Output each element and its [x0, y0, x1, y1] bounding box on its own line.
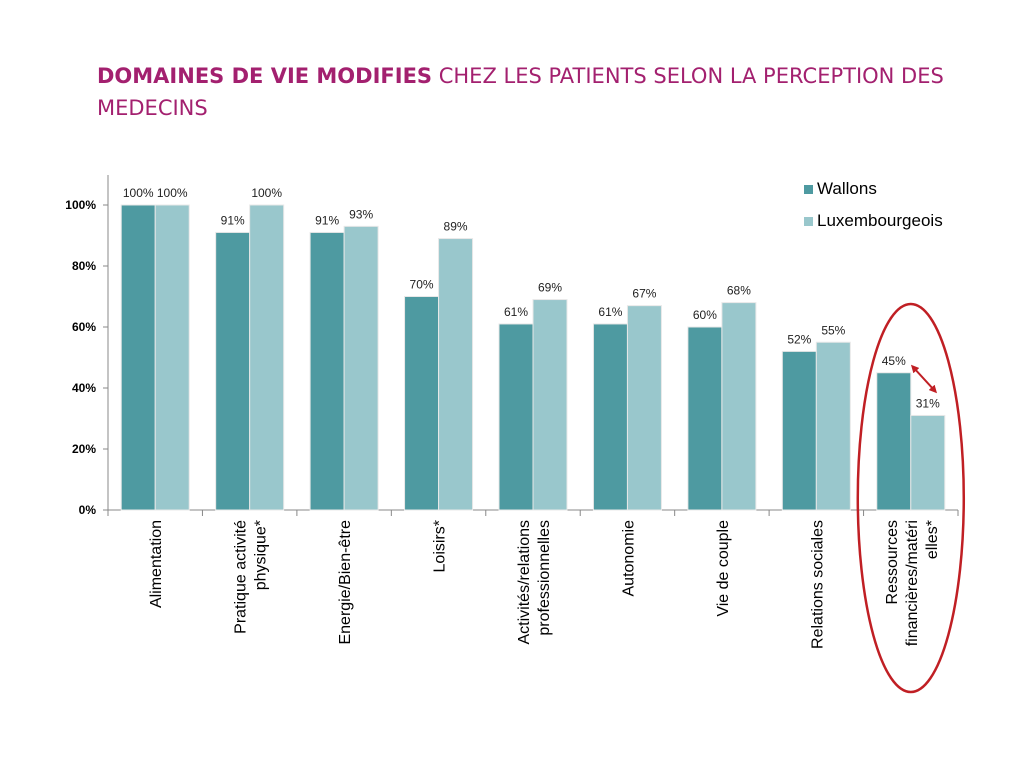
slide-title: DOMAINES DE VIE MODIFIES CHEZ LES PATIEN… — [97, 60, 957, 124]
y-tick-label: 60% — [72, 320, 96, 334]
data-label: 61% — [598, 305, 622, 319]
category-label-text: Alimentation — [148, 520, 165, 608]
data-label: 69% — [538, 281, 562, 295]
data-label: 89% — [444, 220, 468, 234]
category-label-line: Activités/relations — [516, 520, 533, 645]
data-label: 91% — [221, 213, 245, 227]
data-label: 93% — [349, 207, 373, 221]
data-label: 100% — [157, 186, 188, 200]
category-label-line: Ressources — [884, 520, 901, 604]
y-tick-label: 40% — [72, 381, 96, 395]
bar-luxembourgeois — [249, 204, 285, 511]
bar-wallons — [215, 231, 251, 511]
category-label-line: elles* — [924, 520, 941, 559]
legend-label: Luxembourgeois — [817, 211, 943, 230]
category-label-text: Relations sociales — [809, 520, 826, 649]
category-label-text: Vie de couple — [715, 520, 732, 617]
bar-wallons — [592, 323, 628, 511]
category-label-text: Autonomie — [620, 520, 637, 597]
data-label: 45% — [882, 354, 906, 368]
data-label: 60% — [693, 308, 717, 322]
category-label: Relations sociales — [809, 520, 826, 649]
data-label: 70% — [410, 278, 434, 292]
chart-category-labels: Alimentation Pratique activité physique* En… — [148, 520, 941, 649]
y-tick-label: 20% — [72, 442, 96, 456]
category-label-text: Energie/Bien-être — [337, 520, 354, 645]
bar-luxembourgeois — [343, 225, 379, 511]
chart-annotation — [856, 302, 966, 694]
legend-label: Wallons — [817, 179, 877, 198]
category-label-text: Ressources financières/matéri elles* — [884, 520, 941, 646]
y-tick-label: 100% — [65, 198, 96, 212]
bar-wallons — [498, 323, 534, 511]
category-label-line: Energie/Bien-être — [337, 520, 354, 645]
category-label-line: Loisirs* — [432, 520, 449, 572]
data-label: 91% — [315, 213, 339, 227]
bar-wallons — [404, 296, 440, 511]
bar-luxembourgeois — [154, 204, 190, 511]
category-label-line: Vie de couple — [715, 520, 732, 617]
category-label: Alimentation — [148, 520, 165, 608]
data-label: 52% — [787, 332, 811, 346]
bar-luxembourgeois — [532, 299, 568, 511]
category-label: Pratique activité physique* — [233, 520, 270, 634]
category-label: Energie/Bien-être — [337, 520, 354, 645]
data-label: 67% — [632, 287, 656, 301]
category-label-text: Loisirs* — [432, 520, 449, 572]
category-label-line: Pratique activité — [233, 520, 250, 634]
legend-swatch — [804, 217, 813, 226]
bar-luxembourgeois — [626, 305, 662, 511]
category-label-text: Pratique activité physique* — [233, 520, 270, 634]
highlight-ellipse — [856, 302, 966, 694]
category-label-line: financières/matéri — [904, 520, 921, 646]
category-label-text: Activités/relations professionnelles — [516, 520, 553, 645]
bar-wallons — [687, 326, 723, 511]
bar-luxembourgeois — [910, 414, 946, 511]
bar-luxembourgeois — [438, 238, 474, 511]
category-label-line: Alimentation — [148, 520, 165, 608]
category-label-line: Autonomie — [620, 520, 637, 597]
category-label-line: professionnelles — [536, 520, 553, 636]
legend-swatch — [804, 185, 813, 194]
bar-luxembourgeois — [721, 302, 757, 511]
category-label-line: Relations sociales — [809, 520, 826, 649]
slide-title-rest: CHEZ LES PATIENTS SELON LA PERCEPTION DE… — [97, 64, 944, 120]
bar-wallons — [309, 231, 345, 511]
chart-legend: Wallons Luxembourgeois — [804, 179, 943, 230]
comparison-arrow — [910, 364, 938, 394]
data-label: 68% — [727, 284, 751, 298]
bar-wallons — [876, 372, 912, 511]
slide-title-bold: DOMAINES DE VIE MODIFIES — [97, 64, 433, 88]
data-label: 55% — [821, 323, 845, 337]
data-label: 61% — [504, 305, 528, 319]
category-label: Activités/relations professionnelles — [516, 520, 553, 645]
y-tick-label: 80% — [72, 259, 96, 273]
y-tick-label: 0% — [79, 503, 97, 517]
category-label-line: physique* — [253, 520, 270, 590]
category-label: Loisirs* — [432, 520, 449, 572]
bar-wallons — [781, 350, 817, 511]
data-label: 100% — [123, 186, 154, 200]
chart-data-labels: 100%91% 91%70%61% 61% 60%52%45%100% 100%93%8… — [123, 186, 940, 410]
chart-bars — [120, 204, 946, 511]
data-label: 31% — [916, 396, 940, 410]
category-label: Autonomie — [620, 520, 637, 597]
bar-wallons — [120, 204, 156, 511]
data-label: 100% — [251, 186, 282, 200]
category-label: Ressources financières/matéri elles* — [884, 520, 941, 646]
category-label: Vie de couple — [715, 520, 732, 617]
bar-luxembourgeois — [815, 341, 851, 511]
